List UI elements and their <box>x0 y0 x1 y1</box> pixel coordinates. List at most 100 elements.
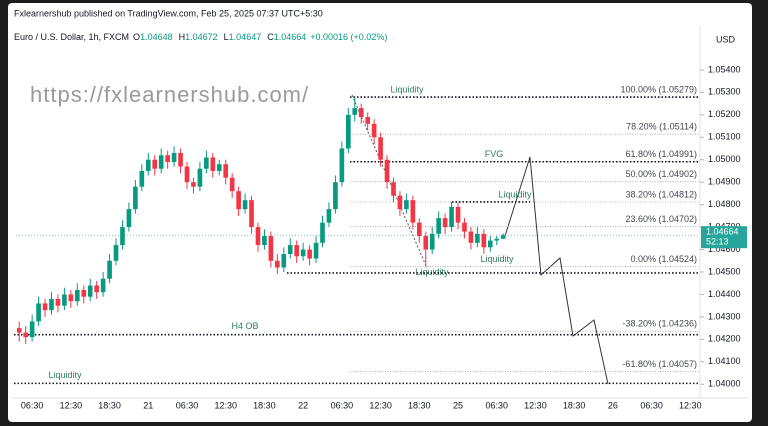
candle-body <box>236 191 241 210</box>
x-tick-label: 12:30 <box>214 400 237 410</box>
candle-body <box>481 233 487 248</box>
y-tick-label: 1.04900 <box>708 177 741 187</box>
x-tick-label: 12:30 <box>524 400 547 410</box>
candle-body <box>462 222 467 232</box>
y-tick-label: 1.04600 <box>708 244 741 254</box>
candle-body <box>113 245 119 261</box>
fib-label: 61.80% (1.04991) <box>625 149 697 159</box>
x-tick-label: 12:30 <box>60 400 83 410</box>
y-tick-label: 1.04400 <box>708 289 741 299</box>
x-tick-label: 12:30 <box>679 400 702 410</box>
level-label: Liquidity <box>498 189 532 199</box>
level-label: Liquidity <box>415 267 449 277</box>
swing-diagonal <box>351 94 428 269</box>
candle-body <box>294 245 300 257</box>
x-tick-label: 18:30 <box>408 400 431 410</box>
candle-body <box>55 298 61 306</box>
candle-body <box>384 159 390 183</box>
candle-body <box>249 200 254 228</box>
candle-body <box>68 294 74 302</box>
candle-body <box>487 240 493 248</box>
candle-body <box>100 278 106 293</box>
y-tick-label: 1.04100 <box>708 356 741 366</box>
watermark: https://fxlearnershub.com/ <box>30 82 309 107</box>
candle-body <box>216 164 222 171</box>
candle-body <box>165 155 170 162</box>
currency: USD <box>716 34 736 44</box>
ohlc-key: L <box>224 32 229 42</box>
ohlc-value: 1.04648 <box>140 32 173 42</box>
x-tick-label: 21 <box>143 400 153 410</box>
candle-body <box>152 159 158 169</box>
x-tick-label: 06:30 <box>485 400 508 410</box>
candle-body <box>307 249 312 259</box>
y-tick-label: 1.04300 <box>708 311 741 321</box>
candle-body <box>255 227 261 246</box>
candle-body <box>468 231 474 243</box>
x-tick-label: 06:30 <box>640 400 663 410</box>
candle-body <box>139 170 145 187</box>
candle-body <box>404 200 409 210</box>
candle-body <box>133 186 138 210</box>
candle-body <box>287 245 293 255</box>
candle-body <box>87 285 93 297</box>
candle-body <box>29 321 35 338</box>
fib-label: 50.00% (1.04902) <box>625 169 697 179</box>
x-tick-label: 06:30 <box>331 400 354 410</box>
candle-body <box>120 227 125 246</box>
fib-label: 23.60% (1.04702) <box>625 214 697 224</box>
candle-body <box>229 177 235 192</box>
candle-body <box>391 182 396 196</box>
y-tick-label: 1.05000 <box>708 154 741 164</box>
candle-body <box>300 249 306 257</box>
candle-body <box>494 238 500 241</box>
candle-body <box>268 236 274 261</box>
candle-body <box>210 157 216 171</box>
last-price-label: 1.04664 <box>706 227 739 237</box>
candle-body <box>184 166 190 183</box>
candle-body <box>107 260 112 279</box>
candle-body <box>410 200 416 223</box>
candle-body <box>23 332 29 338</box>
candle-body <box>339 148 345 183</box>
candle-body <box>500 235 506 239</box>
level-label: FVG <box>485 149 504 159</box>
candle-body <box>365 117 371 124</box>
x-tick-label: 18:30 <box>563 400 586 410</box>
candle-body <box>16 328 22 333</box>
ohlc-key: H <box>179 32 186 42</box>
ohlc-value: 1.04672 <box>185 32 218 42</box>
y-tick-label: 1.04200 <box>708 334 741 344</box>
candle-body <box>178 152 183 167</box>
y-tick-label: 1.05300 <box>708 87 741 97</box>
panel <box>8 3 752 422</box>
candle-body <box>94 285 99 293</box>
x-tick-label: 25 <box>453 400 463 410</box>
candle-body <box>242 200 248 210</box>
fib-label: 38.20% (1.04812) <box>625 189 697 199</box>
candle-body <box>126 209 132 228</box>
candle-body <box>397 195 403 210</box>
candle-body <box>326 209 332 223</box>
x-tick-label: 18:30 <box>253 400 276 410</box>
level-label: Liquidity <box>390 84 424 94</box>
candle-body <box>281 254 287 268</box>
publisher: Fxlearnershub published on TradingView.c… <box>14 8 323 18</box>
x-tick-label: 18:30 <box>98 400 121 410</box>
x-tick-label: 22 <box>298 400 308 410</box>
candle-body <box>62 294 67 306</box>
y-tick-label: 1.04000 <box>708 379 741 389</box>
candle-body <box>429 233 435 250</box>
fib-label: 0.00% (1.04524) <box>630 254 697 264</box>
symbol-legend: Euro / U.S. Dollar, 1h, FXCM O1.04648 H1.0… <box>14 32 387 42</box>
candle-body <box>81 289 87 297</box>
candle-body <box>371 123 377 138</box>
candle-body <box>416 222 422 237</box>
candle-body <box>449 206 454 228</box>
y-tick-label: 1.05400 <box>708 64 741 74</box>
x-tick-label: 26 <box>608 400 618 410</box>
candle-body <box>49 298 54 311</box>
x-tick-label: 12:30 <box>369 400 392 410</box>
candle-body <box>191 182 196 187</box>
